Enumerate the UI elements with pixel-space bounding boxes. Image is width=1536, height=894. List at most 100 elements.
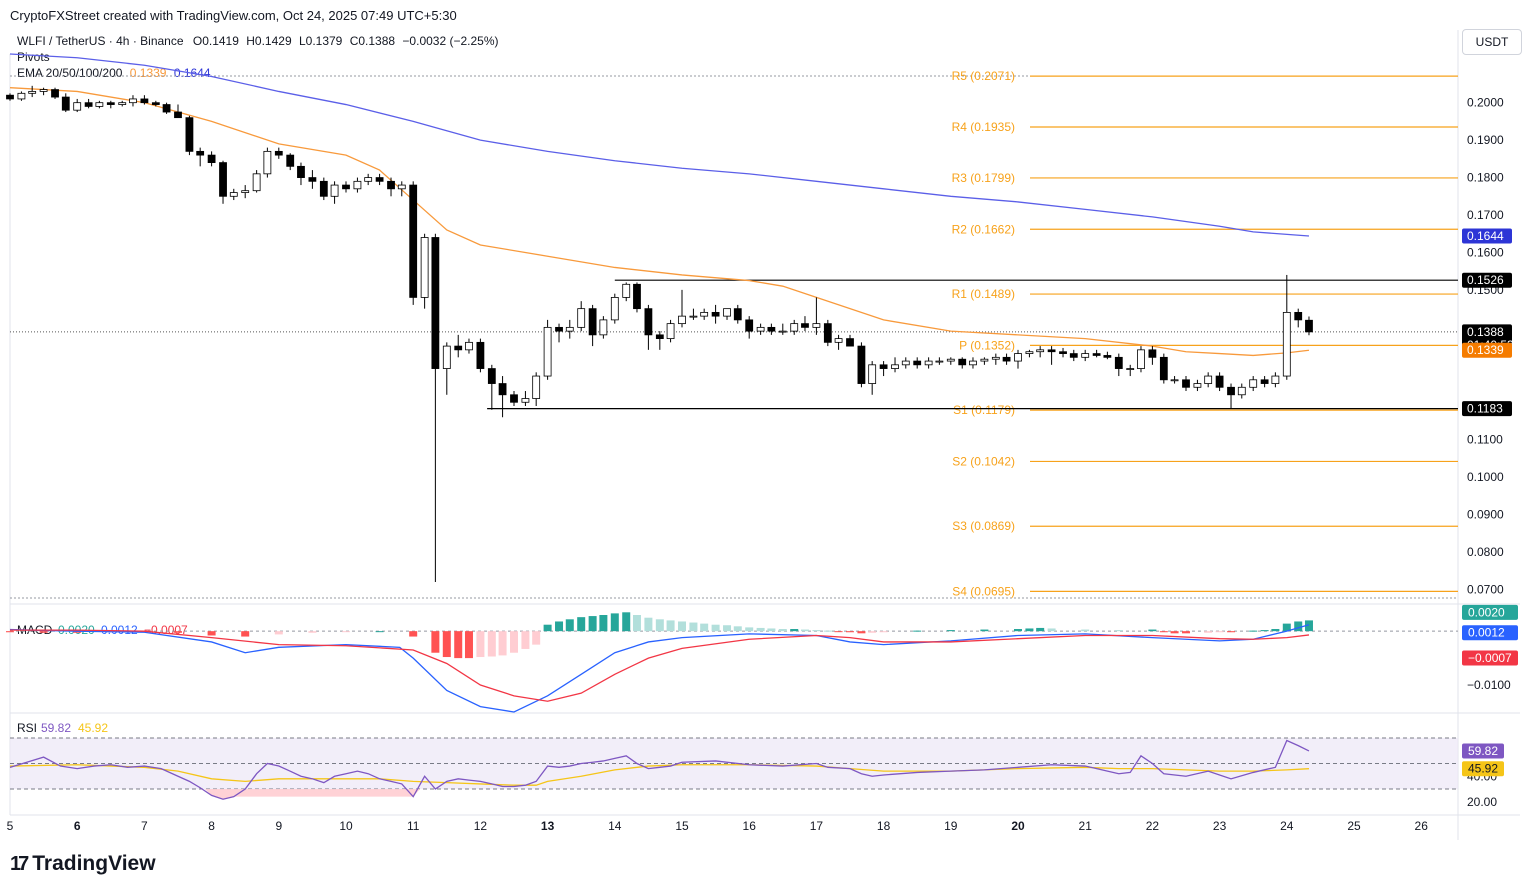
candle-body [1014, 353, 1022, 362]
candle-body [745, 319, 754, 332]
macd-histogram-bar [565, 619, 574, 632]
macd-histogram-bar [632, 615, 641, 632]
candle-body [913, 360, 922, 366]
macd-histogram-bar [745, 627, 754, 632]
pivot-label: P (0.1352) [959, 338, 1015, 352]
candle-body [241, 190, 250, 193]
candle-body [151, 102, 160, 105]
macd-histogram-bar [532, 631, 541, 645]
pivot-label: R5 (0.2071) [952, 69, 1015, 83]
time-axis-label: 8 [208, 819, 215, 833]
candle-body [1137, 349, 1145, 369]
candle-body [711, 311, 720, 317]
candle-body [73, 102, 82, 111]
candle-body [1237, 386, 1246, 396]
macd-histogram-bar [857, 631, 866, 634]
candle-body [1193, 383, 1202, 388]
rsi-value: 59.82 [41, 721, 71, 735]
candle-body [61, 96, 70, 111]
time-axis-label: 5 [7, 819, 14, 833]
macd-histogram-bar [756, 627, 765, 632]
candle-body [1103, 355, 1112, 358]
symbol-line: WLFI / TetherUS · 4h · Binance O0.1419 H… [17, 34, 499, 48]
macd-tick-label: −0.0100 [1467, 678, 1511, 692]
candle-body [95, 102, 104, 107]
candle-body [935, 360, 944, 363]
price-badge-label: 0.1339 [1467, 343, 1504, 357]
symbol-title[interactable]: WLFI / TetherUS · 4h · Binance [17, 34, 184, 48]
candle-body [756, 326, 765, 332]
rsi-badge [1462, 743, 1504, 759]
ohlc-open: 0.1419 [202, 34, 239, 48]
macd-histogram-bar [6, 631, 14, 633]
candle-body [308, 177, 317, 182]
time-axis-label: 10 [339, 819, 353, 833]
pivots-indicator-label[interactable]: Pivots [17, 50, 50, 64]
candle-body [28, 91, 37, 94]
macd-histogram-bar [1227, 631, 1236, 633]
time-axis-label: 23 [1213, 819, 1227, 833]
candle-body [397, 184, 406, 190]
macd-histogram-bar [767, 628, 776, 632]
macd-histogram-bar [73, 631, 82, 633]
ohlc-low-label: L [298, 34, 306, 48]
candle-body [1282, 311, 1291, 377]
macd-histogram-bar [454, 631, 463, 659]
tradingview-logo: 17 TradingView [10, 852, 156, 876]
macd-histogram-bar [1047, 628, 1056, 632]
macd-histogram-bar [655, 619, 664, 632]
currency-button[interactable]: USDT [1462, 29, 1522, 55]
candle-body [565, 326, 574, 332]
ohlc-high-label: H [246, 34, 255, 48]
macd-histogram-bar [1159, 631, 1168, 633]
macd-badge-label: 0.0020 [1468, 605, 1505, 619]
candle-body [1159, 356, 1168, 381]
macd-histogram-bar [577, 617, 586, 632]
macd-histogram-bar [723, 625, 732, 632]
macd-histogram-bar [487, 631, 496, 657]
time-axis-label: 11 [407, 819, 420, 833]
macd-badge [1462, 650, 1518, 666]
candle-body [498, 383, 507, 396]
tradingview-mark-icon: 17 [10, 852, 29, 875]
candle-body [521, 398, 530, 403]
macd-histogram-bar [241, 631, 250, 637]
candle-body [1069, 353, 1078, 358]
macd-histogram-bar [274, 631, 283, 635]
price-badge [1462, 228, 1512, 244]
rsi-tick-label: 20.00 [1467, 795, 1497, 809]
candle-body [39, 89, 48, 92]
macd-histogram-bar [464, 631, 473, 659]
candle-body [17, 92, 26, 100]
time-axis-label: 24 [1280, 819, 1294, 833]
price-badge-label: 0.1183 [1467, 402, 1503, 416]
pivot-label: S4 (0.0695) [952, 584, 1015, 598]
macd-histogram-bar [476, 631, 485, 658]
price-badge [1462, 401, 1512, 417]
macd-histogram-bar [207, 631, 216, 636]
macd-histogram-bar [409, 631, 418, 637]
macd-histogram-bar [868, 631, 877, 633]
macd-histogram-bar [980, 629, 989, 632]
candle-body [666, 323, 675, 340]
candle-body [162, 104, 171, 113]
time-axis-label: 22 [1146, 819, 1160, 833]
macd-histogram-bar [588, 616, 597, 632]
macd-histogram-bar [846, 631, 854, 633]
candle-body [185, 117, 194, 152]
price-badge-label: 0.1526 [1467, 273, 1504, 287]
candle-body [812, 323, 821, 328]
candle-body [465, 341, 473, 351]
candle-body [622, 283, 631, 298]
candle-body [219, 162, 227, 197]
candle-body [286, 154, 295, 167]
price-badge [1462, 272, 1512, 288]
candle-body [1148, 349, 1157, 358]
price-tick-label: 0.0800 [1467, 545, 1504, 559]
macd-histogram-bar [1249, 630, 1258, 632]
pivot-label: R4 (0.1935) [952, 120, 1015, 134]
candle-body [174, 111, 182, 119]
candle-body [857, 345, 866, 384]
candle-body [1002, 356, 1011, 362]
